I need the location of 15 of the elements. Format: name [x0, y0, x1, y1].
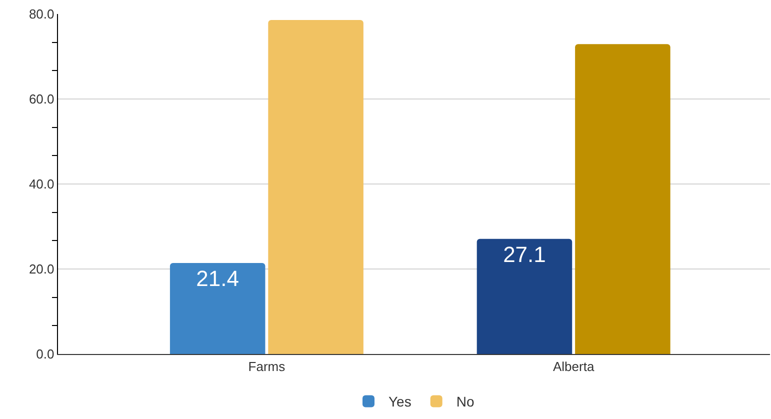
bar: [170, 263, 266, 354]
bar: [268, 20, 364, 354]
y-tick-label: 60.0: [28, 92, 54, 107]
legend-label: No: [456, 394, 474, 410]
legend-label: Yes: [388, 394, 412, 410]
data-label: 27.1: [503, 242, 546, 267]
y-tick-label: 20.0: [28, 262, 54, 277]
bar: [575, 44, 670, 354]
x-tick-label: Farms: [248, 358, 286, 374]
y-tick-label: 0.0: [36, 346, 54, 362]
bar: [476, 238, 572, 354]
y-tick-label: 40.0: [28, 176, 54, 192]
y-tick-label: 80.0: [28, 6, 54, 22]
x-tick-label: Alberta: [552, 358, 595, 374]
data-label: 21.4: [196, 266, 240, 292]
